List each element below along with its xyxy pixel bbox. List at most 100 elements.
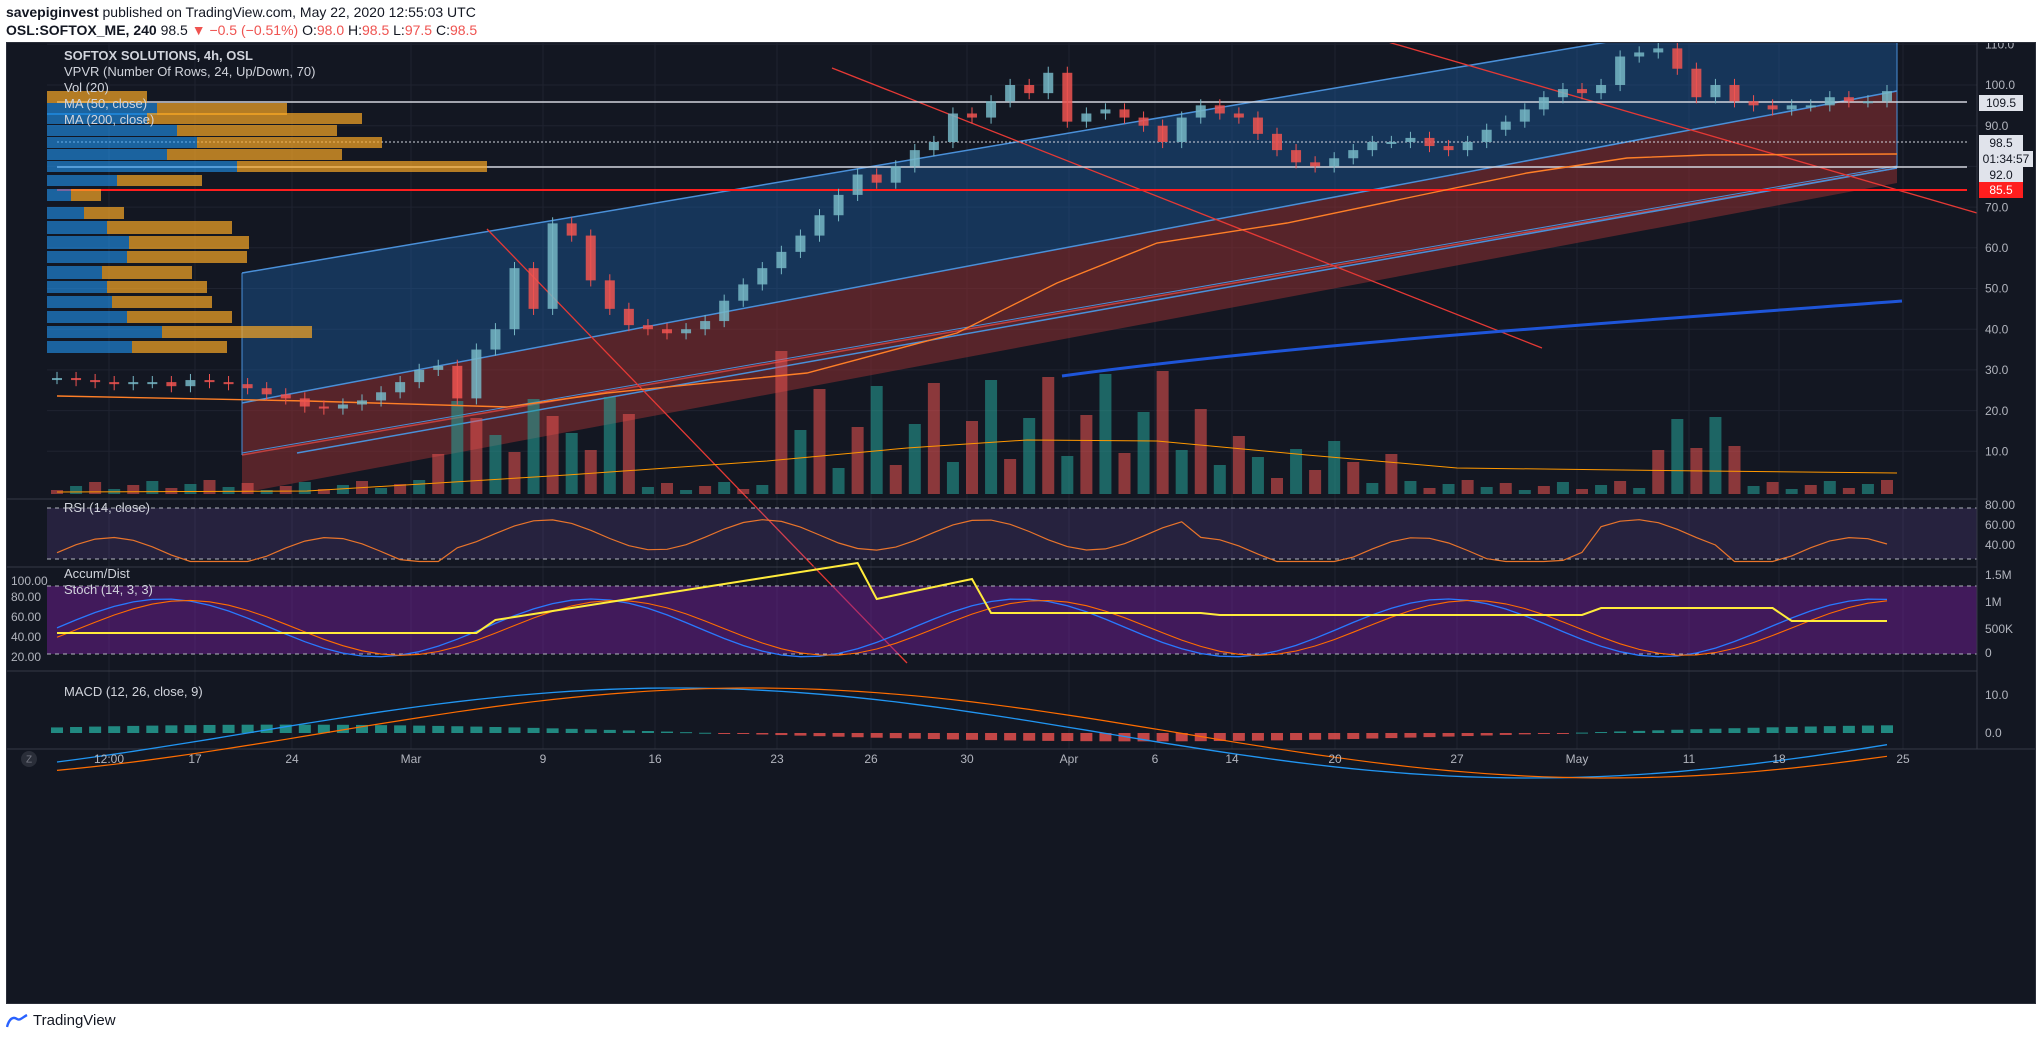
candle[interactable] xyxy=(1005,78,1016,108)
candle[interactable] xyxy=(662,323,672,340)
candle[interactable] xyxy=(1100,103,1111,120)
rsi-label[interactable]: RSI (14, close) xyxy=(64,500,150,515)
candle[interactable] xyxy=(433,359,444,377)
volume-profile[interactable] xyxy=(47,91,487,353)
legend-vpvr[interactable]: VPVR (Number Of Rows, 24, Up/Down, 70) xyxy=(64,64,315,79)
candle[interactable] xyxy=(1577,82,1587,100)
zoom-reset-button[interactable]: Z xyxy=(21,751,37,767)
candle[interactable] xyxy=(1043,66,1054,100)
candle[interactable] xyxy=(566,217,577,242)
candle[interactable] xyxy=(700,314,711,336)
candle[interactable] xyxy=(1081,107,1092,128)
candle[interactable] xyxy=(452,359,463,405)
candle[interactable] xyxy=(1157,119,1168,149)
candle[interactable] xyxy=(1653,42,1664,59)
rsi-pane[interactable]: RSI (14, close) xyxy=(47,500,1977,563)
chart-canvas[interactable]: SOFTOX SOLUTIONS, 4h, OSL VPVR (Number O… xyxy=(7,0,2035,1003)
candle[interactable] xyxy=(376,386,387,407)
legend-ma200[interactable]: MA (200, close) xyxy=(64,112,154,127)
candle[interactable] xyxy=(1729,78,1740,108)
stoch-label[interactable]: Stoch (14, 3, 3) xyxy=(64,582,153,597)
candle[interactable] xyxy=(509,262,520,336)
candle[interactable] xyxy=(414,363,425,389)
candle[interactable] xyxy=(1443,139,1454,157)
candle[interactable] xyxy=(1424,131,1435,153)
ad-label[interactable]: Accum/Dist xyxy=(64,566,130,581)
candle[interactable] xyxy=(1596,78,1607,100)
candle[interactable] xyxy=(337,398,348,415)
candle[interactable] xyxy=(1024,78,1035,100)
candle[interactable] xyxy=(185,373,196,393)
candle[interactable] xyxy=(1843,91,1854,108)
candle[interactable] xyxy=(1252,111,1263,140)
ma200-line[interactable] xyxy=(1061,299,1903,378)
candle[interactable] xyxy=(757,262,768,291)
candle[interactable] xyxy=(947,107,958,149)
candle[interactable] xyxy=(871,168,882,189)
macd-label[interactable]: MACD (12, 26, close, 9) xyxy=(64,684,203,699)
candle[interactable] xyxy=(52,371,62,385)
svg-text:Z[interactable]: Z xyxy=(26,755,32,766)
candle[interactable] xyxy=(1062,66,1073,128)
candle[interactable] xyxy=(318,400,329,415)
macd-axis[interactable]: 10.0 0.0 xyxy=(1985,688,2009,740)
candle[interactable] xyxy=(1767,99,1778,116)
candle[interactable] xyxy=(395,376,406,399)
candle[interactable] xyxy=(1691,62,1702,104)
candle[interactable] xyxy=(1710,78,1721,104)
candle[interactable] xyxy=(1119,103,1130,124)
candle[interactable] xyxy=(204,373,215,389)
candle[interactable] xyxy=(1500,115,1511,136)
candle[interactable] xyxy=(1615,50,1626,92)
candle[interactable] xyxy=(1557,82,1568,104)
candle[interactable] xyxy=(1310,156,1321,173)
legend-ma50[interactable]: MA (50, close) xyxy=(64,96,147,111)
macd-pane[interactable]: MACD (12, 26, close, 9) xyxy=(51,684,1893,779)
candle[interactable] xyxy=(776,245,787,275)
candle[interactable] xyxy=(795,229,806,258)
candle[interactable] xyxy=(1672,42,1683,75)
candle[interactable] xyxy=(109,376,120,391)
candlesticks[interactable] xyxy=(52,42,1892,415)
price-axis[interactable]: 120.0110.0100.090.080.070.060.050.040.03… xyxy=(1976,0,2033,749)
candle[interactable] xyxy=(242,378,253,395)
candle[interactable] xyxy=(1176,111,1187,149)
candle[interactable] xyxy=(1291,144,1302,169)
candle[interactable] xyxy=(299,392,310,413)
candle[interactable] xyxy=(1348,144,1359,165)
candle[interactable] xyxy=(1195,99,1206,124)
legend-vol[interactable]: Vol (20) xyxy=(64,80,109,95)
candle[interactable] xyxy=(357,394,367,411)
candle[interactable] xyxy=(738,278,749,307)
candle[interactable] xyxy=(547,217,558,315)
candle[interactable] xyxy=(1824,91,1835,112)
candle[interactable] xyxy=(1519,103,1530,128)
candle[interactable] xyxy=(890,160,901,189)
candle[interactable] xyxy=(1405,131,1416,149)
candle[interactable] xyxy=(71,371,82,387)
tradingview-logo[interactable]: TradingView xyxy=(6,1012,116,1029)
candle[interactable] xyxy=(1481,123,1492,149)
candle[interactable] xyxy=(1538,91,1549,116)
candle[interactable] xyxy=(681,323,692,340)
candle[interactable] xyxy=(1462,135,1473,157)
candle[interactable] xyxy=(814,209,825,242)
candle[interactable] xyxy=(928,135,939,157)
stoch-axis[interactable]: 1.5M 1M 500K 0 xyxy=(1985,568,2013,660)
candle[interactable] xyxy=(261,382,272,401)
candle[interactable] xyxy=(1882,85,1892,108)
author-name[interactable]: savepiginvest xyxy=(6,4,99,20)
candle[interactable] xyxy=(623,302,634,332)
candle[interactable] xyxy=(986,95,997,124)
candle[interactable] xyxy=(128,376,139,391)
candle[interactable] xyxy=(604,274,615,315)
candle[interactable] xyxy=(1367,135,1378,157)
candle[interactable] xyxy=(833,188,844,222)
candle[interactable] xyxy=(528,262,539,315)
stoch-pane[interactable]: Accum/Dist Stoch (14, 3, 3) xyxy=(47,561,1977,658)
candle[interactable] xyxy=(280,388,291,405)
candle[interactable] xyxy=(1329,152,1340,173)
candle[interactable] xyxy=(90,373,101,389)
candle[interactable] xyxy=(1233,107,1244,124)
candle[interactable] xyxy=(1138,111,1149,132)
